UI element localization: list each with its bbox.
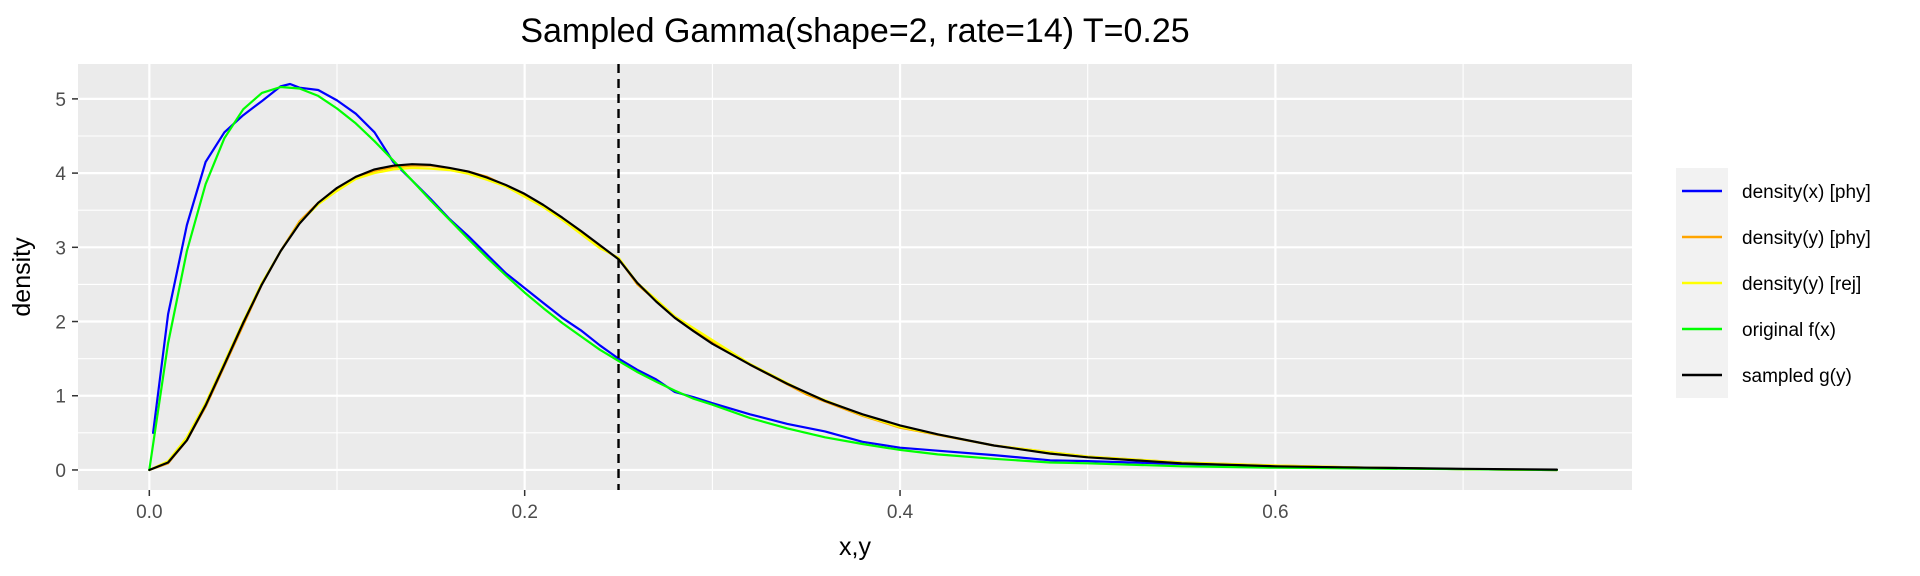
x-tick-label: 0.4 [887,502,914,523]
legend-label-1: density(x) [phy] [1742,182,1871,203]
y-tick-label: 0 [55,461,66,482]
legend: density(x) [phy] density(y) [phy] density(… [1676,168,1871,398]
y-tick-label: 1 [55,387,66,408]
x-tick-label: 0.2 [511,502,537,523]
y-tick-label: 5 [55,90,66,111]
y-tick-label: 2 [55,313,66,334]
major-gridlines [78,64,1632,490]
legend-label-2: density(y) [phy] [1742,228,1871,249]
legend-label-5: sampled g(y) [1742,366,1852,387]
y-axis: 0 1 2 3 4 5 [55,90,78,482]
legend-label-4: original f(x) [1742,320,1836,341]
series-line-1 [152,82,1559,472]
chart-title: Sampled Gamma(shape=2, rate=14) T=0.25 [520,12,1189,50]
y-tick-label: 3 [55,238,66,259]
series-line-5 [148,163,1559,472]
series-line-4 [148,85,1559,472]
x-axis-title: x,y [839,533,871,561]
plot-panel [78,64,1632,490]
series-lines [148,82,1559,472]
x-tick-label: 0.6 [1262,502,1288,523]
y-tick-label: 4 [55,164,66,185]
minor-gridlines [78,64,1632,490]
legend-label-3: density(y) [rej] [1742,274,1861,295]
x-axis: 0.0 0.2 0.4 0.6 [136,490,1289,523]
y-axis-title: density [8,237,36,317]
x-tick-label: 0.0 [136,502,162,523]
